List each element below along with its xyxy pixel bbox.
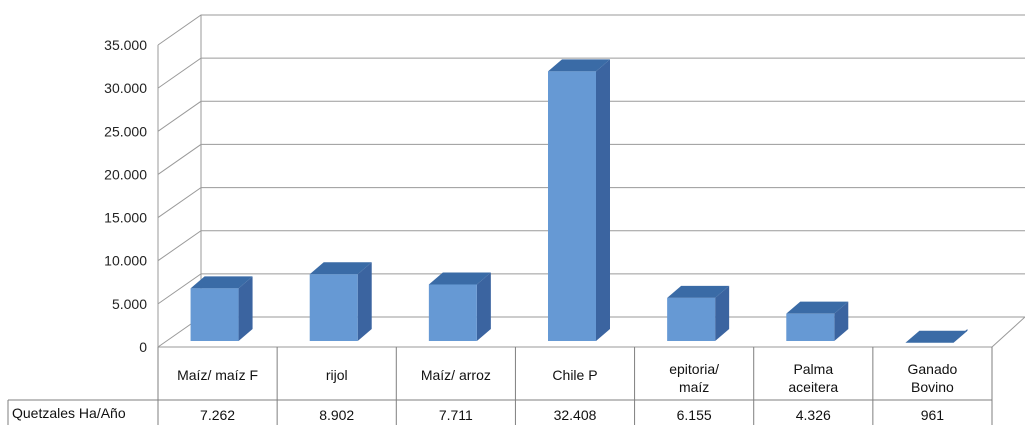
bar (548, 71, 596, 341)
bar-top (548, 59, 610, 72)
floor-right-edge (991, 316, 1025, 348)
y-tick-label: 5.000 (112, 296, 147, 312)
bar (667, 297, 716, 341)
x-tick-label: Palma (793, 361, 833, 377)
y-tick-label: 20.000 (104, 166, 147, 182)
data-label: 32.408 (554, 407, 597, 423)
data-label: 6.155 (677, 407, 712, 423)
bar-side (715, 285, 730, 341)
x-tick-label: Chile P (552, 367, 597, 383)
bar-top (309, 262, 372, 275)
x-tick-label: maíz (679, 379, 709, 395)
y-tick-label: 15.000 (104, 210, 147, 226)
bar-top (667, 285, 730, 298)
data-label: 7.711 (439, 407, 473, 423)
y-tick-label: 35.000 (104, 37, 147, 53)
bar-side (834, 301, 849, 341)
x-tick-label: rijol (326, 367, 348, 383)
data-label: 8.902 (319, 407, 354, 423)
bar-side (476, 272, 491, 341)
y-tick-label: 0 (139, 339, 147, 355)
bar (309, 274, 358, 341)
bar-top (786, 301, 849, 314)
x-tick-label: aceitera (788, 379, 838, 395)
x-tick-label: Maíz/ maíz F (177, 367, 258, 383)
bar-side (238, 276, 253, 341)
y-tick-label: 10.000 (104, 253, 147, 269)
data-label: 4.326 (796, 407, 831, 423)
bar (428, 284, 477, 341)
x-tick-label: Bovino (911, 379, 954, 395)
bar-top (428, 272, 491, 285)
y-tick-label: 25.000 (104, 123, 147, 139)
bar-side (596, 59, 610, 341)
bar-top (905, 330, 968, 343)
series-name-label: Quetzales Ha/Año (12, 405, 126, 421)
data-label: 961 (921, 407, 945, 423)
y-tick-label: 30.000 (104, 80, 147, 96)
bar (190, 288, 239, 341)
x-tick-label: epitoria/ (669, 361, 719, 377)
x-tick-label: Ganado (908, 361, 958, 377)
bar-side (357, 262, 372, 341)
x-tick-label: Maíz/ arroz (421, 367, 491, 383)
bar-top (190, 276, 253, 289)
gridline (157, 14, 1025, 46)
bar (786, 313, 835, 341)
data-label: 7.262 (200, 407, 235, 423)
